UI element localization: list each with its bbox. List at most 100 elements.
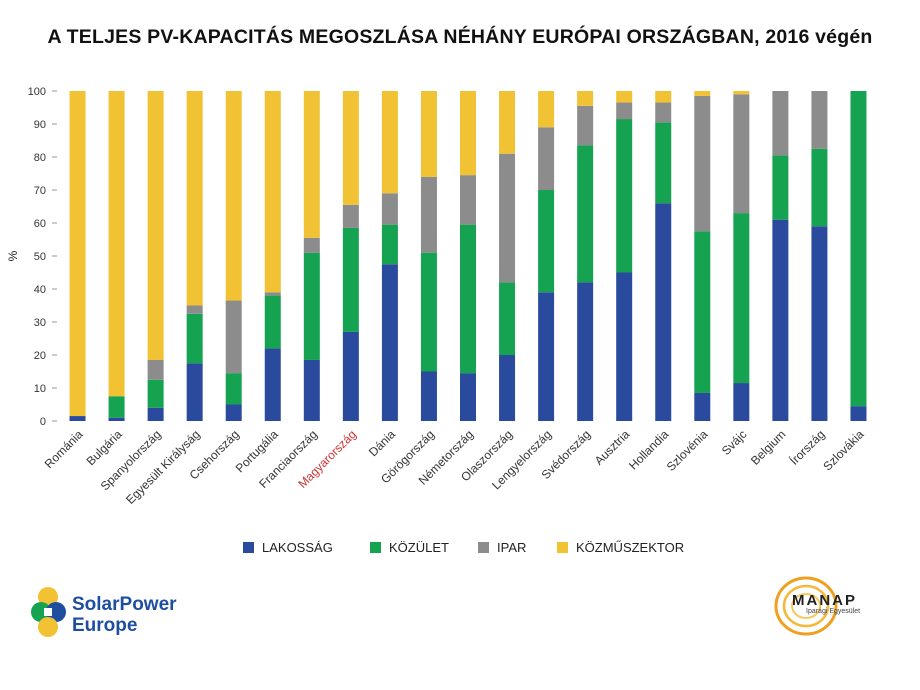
bar-segment	[733, 91, 750, 95]
y-tick-label: 0	[40, 416, 46, 428]
solarpower-europe-wordmark: SolarPower Europe	[72, 594, 177, 636]
x-tick-label: Dánia	[366, 427, 398, 459]
bar-segment	[225, 373, 242, 405]
bar-segment	[655, 122, 672, 204]
bar-segment	[811, 91, 828, 149]
bar-segment	[850, 406, 867, 421]
bar-segment	[499, 91, 516, 154]
bar-segment	[264, 348, 281, 421]
bar-segment	[342, 204, 359, 228]
legend-swatch-lakossag	[243, 542, 254, 553]
bar-segment	[186, 363, 203, 421]
bar-segment	[772, 91, 789, 156]
manap-wordmark: MANAP	[792, 592, 857, 609]
x-tick-label: Románia	[42, 427, 86, 471]
bar-segment	[811, 226, 828, 421]
bar-segment	[655, 91, 672, 103]
bar-segment	[616, 272, 633, 421]
bar-segment	[381, 193, 398, 225]
x-tick-label: Belgium	[748, 427, 789, 468]
legend: LAKOSSÁG KÖZÜLET IPAR KÖZMŰSZEKTOR	[0, 540, 920, 560]
bar-segment	[381, 91, 398, 194]
bar-segment	[225, 404, 242, 421]
bar-segment	[694, 392, 711, 421]
x-tick-label: Svájc	[719, 427, 750, 458]
legend-item-kozmuszektor: KÖZMŰSZEKTOR	[557, 540, 684, 555]
bar-segment	[538, 91, 555, 128]
manap-logo	[774, 576, 838, 636]
legend-item-ipar: IPAR	[478, 540, 526, 555]
bar-segment	[460, 373, 476, 421]
bar-segment	[420, 91, 437, 177]
legend-item-kozulet: KÖZÜLET	[370, 540, 449, 555]
x-tick-label: Szlovákia	[820, 427, 866, 473]
bar-segment	[733, 383, 750, 421]
bar-segment	[655, 203, 672, 421]
bar-segment	[577, 145, 594, 283]
bar-segment	[538, 190, 555, 293]
bar-segment	[850, 91, 867, 407]
bar-segment	[499, 355, 516, 421]
y-tick-label: 100	[28, 86, 46, 98]
bar-segment	[264, 292, 281, 296]
solarpower-text: SolarPower	[72, 594, 177, 615]
legend-label-lakossag: LAKOSSÁG	[262, 540, 333, 555]
chart-title: A TELJES PV-KAPACITÁS MEGOSZLÁSA NÉHÁNY …	[47, 26, 873, 48]
bar-segment	[108, 91, 125, 397]
bar-segment	[147, 91, 164, 360]
bar-segment	[499, 153, 516, 283]
legend-swatch-kozmuszektor	[557, 542, 568, 553]
bar-segment	[147, 379, 164, 408]
bar-segment	[420, 371, 437, 421]
bar-segment	[420, 176, 437, 253]
bar-segment	[186, 313, 203, 364]
y-tick-label: 70	[34, 185, 46, 197]
bar-segment	[460, 224, 476, 374]
manap-subtitle: Iparági Egyesület	[806, 608, 861, 615]
bar-segment	[108, 417, 125, 421]
bar-segment	[108, 396, 125, 418]
bar-segment	[381, 224, 398, 265]
legend-label-kozulet: KÖZÜLET	[389, 540, 449, 555]
bar-segment	[772, 219, 789, 421]
stacked-bar-chart: 0 10 20 30 40 50 60 70 80 90 100 RomániaBulgáriaSp…	[6, 86, 867, 507]
bar-segment	[420, 252, 437, 372]
y-tick-label: 20	[34, 350, 46, 362]
y-tick-label: 50	[34, 251, 46, 263]
bar-segment	[303, 252, 320, 360]
europe-text: Europe	[72, 615, 138, 636]
bar-segment	[733, 94, 750, 214]
y-tick-label: 80	[34, 152, 46, 164]
bar-segment	[303, 237, 320, 253]
bar-segment	[616, 102, 633, 120]
bar-segment	[694, 95, 711, 232]
bar-segment	[303, 91, 320, 238]
bar-segment	[616, 91, 633, 103]
bar-segment	[499, 282, 516, 355]
bar-segment	[342, 227, 359, 332]
bar-segment	[694, 231, 711, 393]
legend-item-lakossag: LAKOSSÁG	[243, 540, 333, 555]
bar-segment	[303, 359, 320, 421]
bar-segment	[538, 127, 555, 190]
bar-segment	[264, 91, 281, 293]
bar-segment	[342, 91, 359, 205]
bar-segment	[460, 175, 476, 225]
bar-segment	[186, 91, 203, 306]
x-tick-label: Szlovénia	[664, 427, 711, 474]
bar-segment	[225, 300, 242, 374]
bar-segment	[616, 119, 633, 273]
bar-segment	[655, 102, 672, 123]
bar-segment	[577, 91, 594, 106]
bar-segment	[733, 213, 750, 384]
bar-segment	[538, 292, 555, 421]
bar-segment	[460, 91, 476, 176]
bar-segment	[69, 91, 86, 417]
bar-segment	[772, 155, 789, 220]
y-tick-label: 40	[34, 284, 46, 296]
bar-segment	[577, 105, 594, 146]
bar-segment	[381, 264, 398, 421]
bar-segment	[69, 416, 86, 421]
bar-segment	[342, 331, 359, 421]
